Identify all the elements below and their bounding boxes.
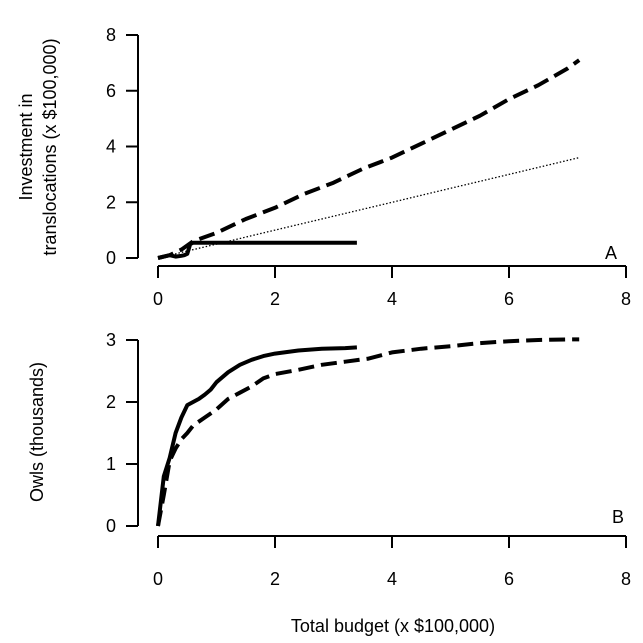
y-tick-label: 0: [106, 248, 116, 268]
x-tick-label: 4: [387, 289, 397, 309]
panel-b-y-ticks: 0 1 2 3: [106, 330, 138, 536]
x-tick-label: 6: [504, 569, 514, 589]
series-line-solid: [156, 345, 358, 527]
x-tick-label: 2: [270, 289, 280, 309]
panel-a-label: A: [605, 243, 617, 263]
x-tick-label: 8: [621, 289, 631, 309]
x-tick-label: 2: [270, 569, 280, 589]
x-tick-label: 4: [387, 569, 397, 589]
panel-a-y-ticks: 0 2 4 6 8: [106, 25, 138, 268]
x-axis-label: Total budget (x $100,000): [291, 616, 495, 636]
series-line-dashed: [157, 58, 581, 260]
y-tick-label: 2: [106, 392, 116, 412]
x-tick-label: 0: [153, 569, 163, 589]
panel-a-x-ticks: 0 2 4 6 8: [153, 265, 631, 309]
panel-b-series: [156, 337, 580, 527]
panel-b-x-ticks: 0 2 4 6 8: [153, 535, 631, 589]
series-line-dashed: [156, 337, 580, 527]
panel-b-label: B: [612, 507, 624, 527]
panel-b: 0 1 2 3 0 2 4 6 8 B Owls (thousands): [27, 330, 631, 589]
y-tick-label: 0: [106, 516, 116, 536]
x-tick-label: 8: [621, 569, 631, 589]
panel-a-ylabel-line-2: translocations (x $100,000): [40, 38, 60, 255]
y-tick-label: 6: [106, 81, 116, 101]
y-tick-label: 4: [106, 137, 116, 157]
y-tick-label: 1: [106, 454, 116, 474]
y-tick-label: 3: [106, 330, 116, 350]
y-tick-label: 8: [106, 25, 116, 45]
panel-a: 0 2 4 6 8 0 2 4 6 8 A Investment in translocatio…: [16, 25, 631, 309]
x-tick-label: 0: [153, 289, 163, 309]
panel-b-ylabel: Owls (thousands): [27, 362, 47, 502]
panel-a-ylabel-line-1: Investment in: [16, 93, 36, 200]
panel-a-series: [157, 58, 581, 260]
x-tick-label: 6: [504, 289, 514, 309]
y-tick-label: 2: [106, 192, 116, 212]
